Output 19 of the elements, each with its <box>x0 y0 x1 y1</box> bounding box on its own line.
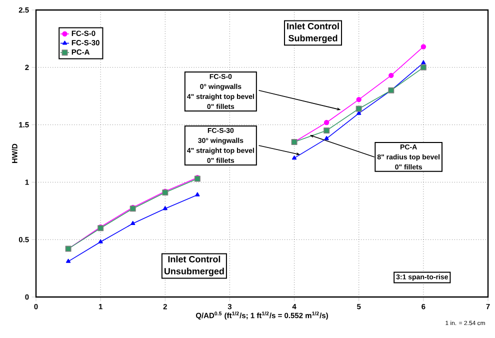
point <box>420 64 426 70</box>
point <box>66 258 71 263</box>
point <box>195 192 200 196</box>
annotation: Submerged <box>288 34 338 44</box>
point <box>130 220 136 226</box>
annotation: Inlet Control <box>168 256 220 262</box>
point <box>292 155 297 160</box>
annotation: Inlet Control <box>287 22 339 30</box>
point <box>162 206 168 210</box>
point <box>421 60 426 64</box>
point <box>356 106 362 112</box>
point <box>324 136 329 140</box>
point <box>356 96 362 102</box>
point <box>388 72 394 78</box>
point <box>420 44 426 50</box>
point <box>98 239 103 244</box>
annotation: Unsubmerged <box>164 268 224 276</box>
point <box>324 128 330 134</box>
point <box>324 120 330 126</box>
